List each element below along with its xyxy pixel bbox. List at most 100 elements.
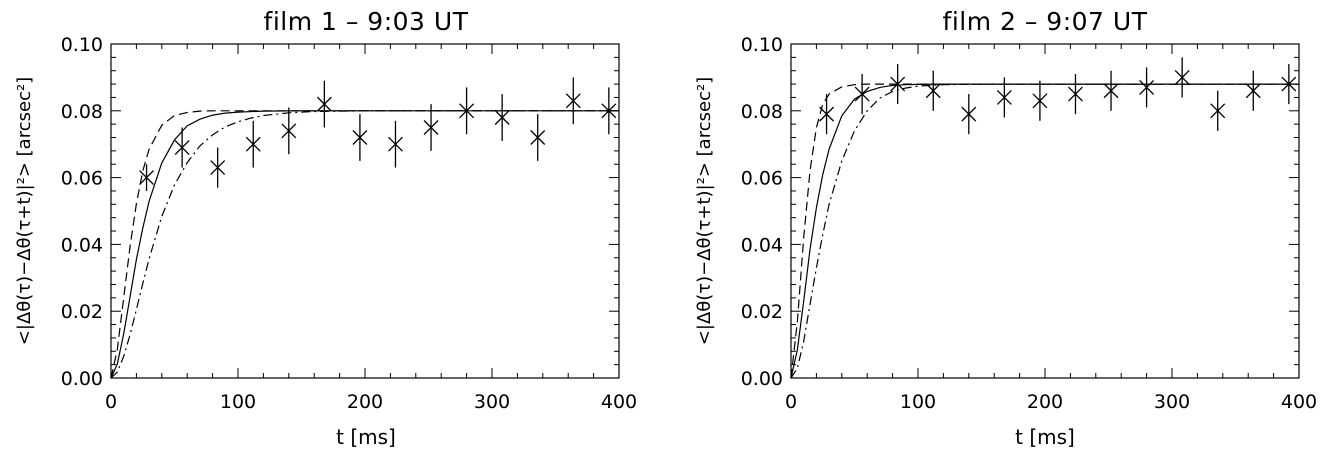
y-tick-label: 0.06 [741,168,783,190]
point-marker-stroke [890,76,906,92]
data-point [854,74,870,115]
model-curve-solid [790,83,1299,379]
x-tick-label: 0 [105,391,117,413]
y-tick-label: 0.08 [741,101,783,123]
point-marker-stroke [1210,103,1226,119]
data-point [1174,57,1190,98]
point-marker-stroke [210,160,226,176]
y-tick-label: 0.06 [61,168,103,190]
data-point [890,64,906,105]
data-point [925,70,941,111]
data-point [1032,80,1048,121]
data-point [245,120,261,168]
model-curve-dashed [110,110,619,379]
data-point [1103,70,1119,111]
y-tick-label: 0.00 [741,368,783,390]
point-marker-stroke [1139,79,1155,95]
x-tick-label: 200 [347,391,383,413]
y-tick-label: 0.08 [61,101,103,123]
point-marker-stroke [281,123,297,139]
x-tick-label: 100 [900,391,936,413]
y-tick-label: 0.04 [741,234,783,256]
point-marker-stroke [139,170,155,186]
y-tick-label: 0.00 [61,368,103,390]
model-curves [110,110,619,379]
y-tick-label: 0.02 [741,301,783,323]
model-curve-dashdot [790,83,1299,379]
data-point [819,94,835,135]
x-axis-label: t [ms] [336,425,396,449]
axis-ticks: 0 100 200 300 400 0.00 0.02 0.04 0.06 0.08 0.10 [61,34,637,413]
data-point [210,147,226,188]
x-tick-label: 400 [1281,391,1317,413]
point-marker-stroke [174,140,190,155]
axis-ticks: 0 100 200 300 400 0.00 0.02 0.04 0.06 0.08 0.10 [741,34,1317,413]
data-point [601,87,617,135]
point-marker-stroke [1068,86,1083,102]
y-axis-label: <|Δθ(τ)−Δθ(τ+t)|²> [arcsec²] [14,77,35,345]
point-marker-stroke [996,89,1012,105]
data-point [1139,67,1155,108]
point-marker-stroke [961,106,977,122]
point-marker-stroke [1174,69,1190,85]
model-curve-dashed [790,83,1299,379]
point-marker-stroke [494,110,510,125]
model-curves [790,83,1299,379]
data-point [996,77,1012,118]
point-marker-stroke [565,93,581,109]
point-marker-stroke [1032,93,1048,109]
data-points [819,57,1297,135]
x-tick-label: 100 [220,391,256,413]
data-point [1068,74,1083,115]
data-point [423,104,439,151]
data-point [1281,64,1297,105]
x-tick-label: 200 [1027,391,1063,413]
point-marker-stroke [925,83,941,99]
model-curve-solid [110,110,619,379]
chart-title: film 1 – 9:03 UT [264,7,469,36]
data-point [961,94,977,135]
point-marker-stroke [1245,83,1261,99]
point-marker-stroke [1281,76,1297,92]
data-point [316,80,332,128]
point-marker-stroke [423,120,439,135]
x-tick-label: 300 [474,391,510,413]
point-marker-stroke [530,130,546,145]
x-tick-label: 400 [601,391,637,413]
data-point [565,77,581,125]
data-point [281,107,297,155]
point-marker-stroke [316,96,332,112]
data-point [174,127,190,168]
point-marker-stroke [245,136,261,152]
data-point [494,94,510,141]
y-tick-label: 0.02 [61,301,103,323]
data-point [1210,90,1226,131]
x-tick-label: 300 [1154,391,1190,413]
point-marker-stroke [388,136,403,152]
data-point [388,120,403,168]
x-tick-label: 0 [785,391,797,413]
data-point [459,87,475,135]
data-points [139,77,617,191]
x-axis-label: t [ms] [1015,425,1075,449]
plot-frame [790,43,1300,379]
point-marker-stroke [601,103,617,119]
point-marker-stroke [459,103,475,119]
chart-title: film 2 – 9:07 UT [943,7,1148,36]
y-tick-label: 0.10 [61,34,103,56]
data-point [530,114,546,161]
chart-panel-film-2: film 2 – 9:07 UT t [ms] <|Δθ(τ)−Δθ(τ+t)|… [694,7,1317,449]
y-axis-label: <|Δθ(τ)−Δθ(τ+t)|²> [arcsec²] [694,77,715,345]
point-marker-stroke [854,86,870,102]
data-point [139,164,155,191]
plot-frame [110,43,620,379]
y-tick-label: 0.04 [61,234,103,256]
data-point [1245,70,1261,111]
point-marker-stroke [1103,83,1119,99]
model-curve-dashdot [110,110,619,379]
chart-panel-film-1: film 1 – 9:03 UT t [ms] <|Δθ(τ)−Δθ(τ+t)|… [14,7,637,449]
point-marker-stroke [819,106,835,122]
y-tick-label: 0.10 [741,34,783,56]
point-marker-stroke [352,130,368,145]
